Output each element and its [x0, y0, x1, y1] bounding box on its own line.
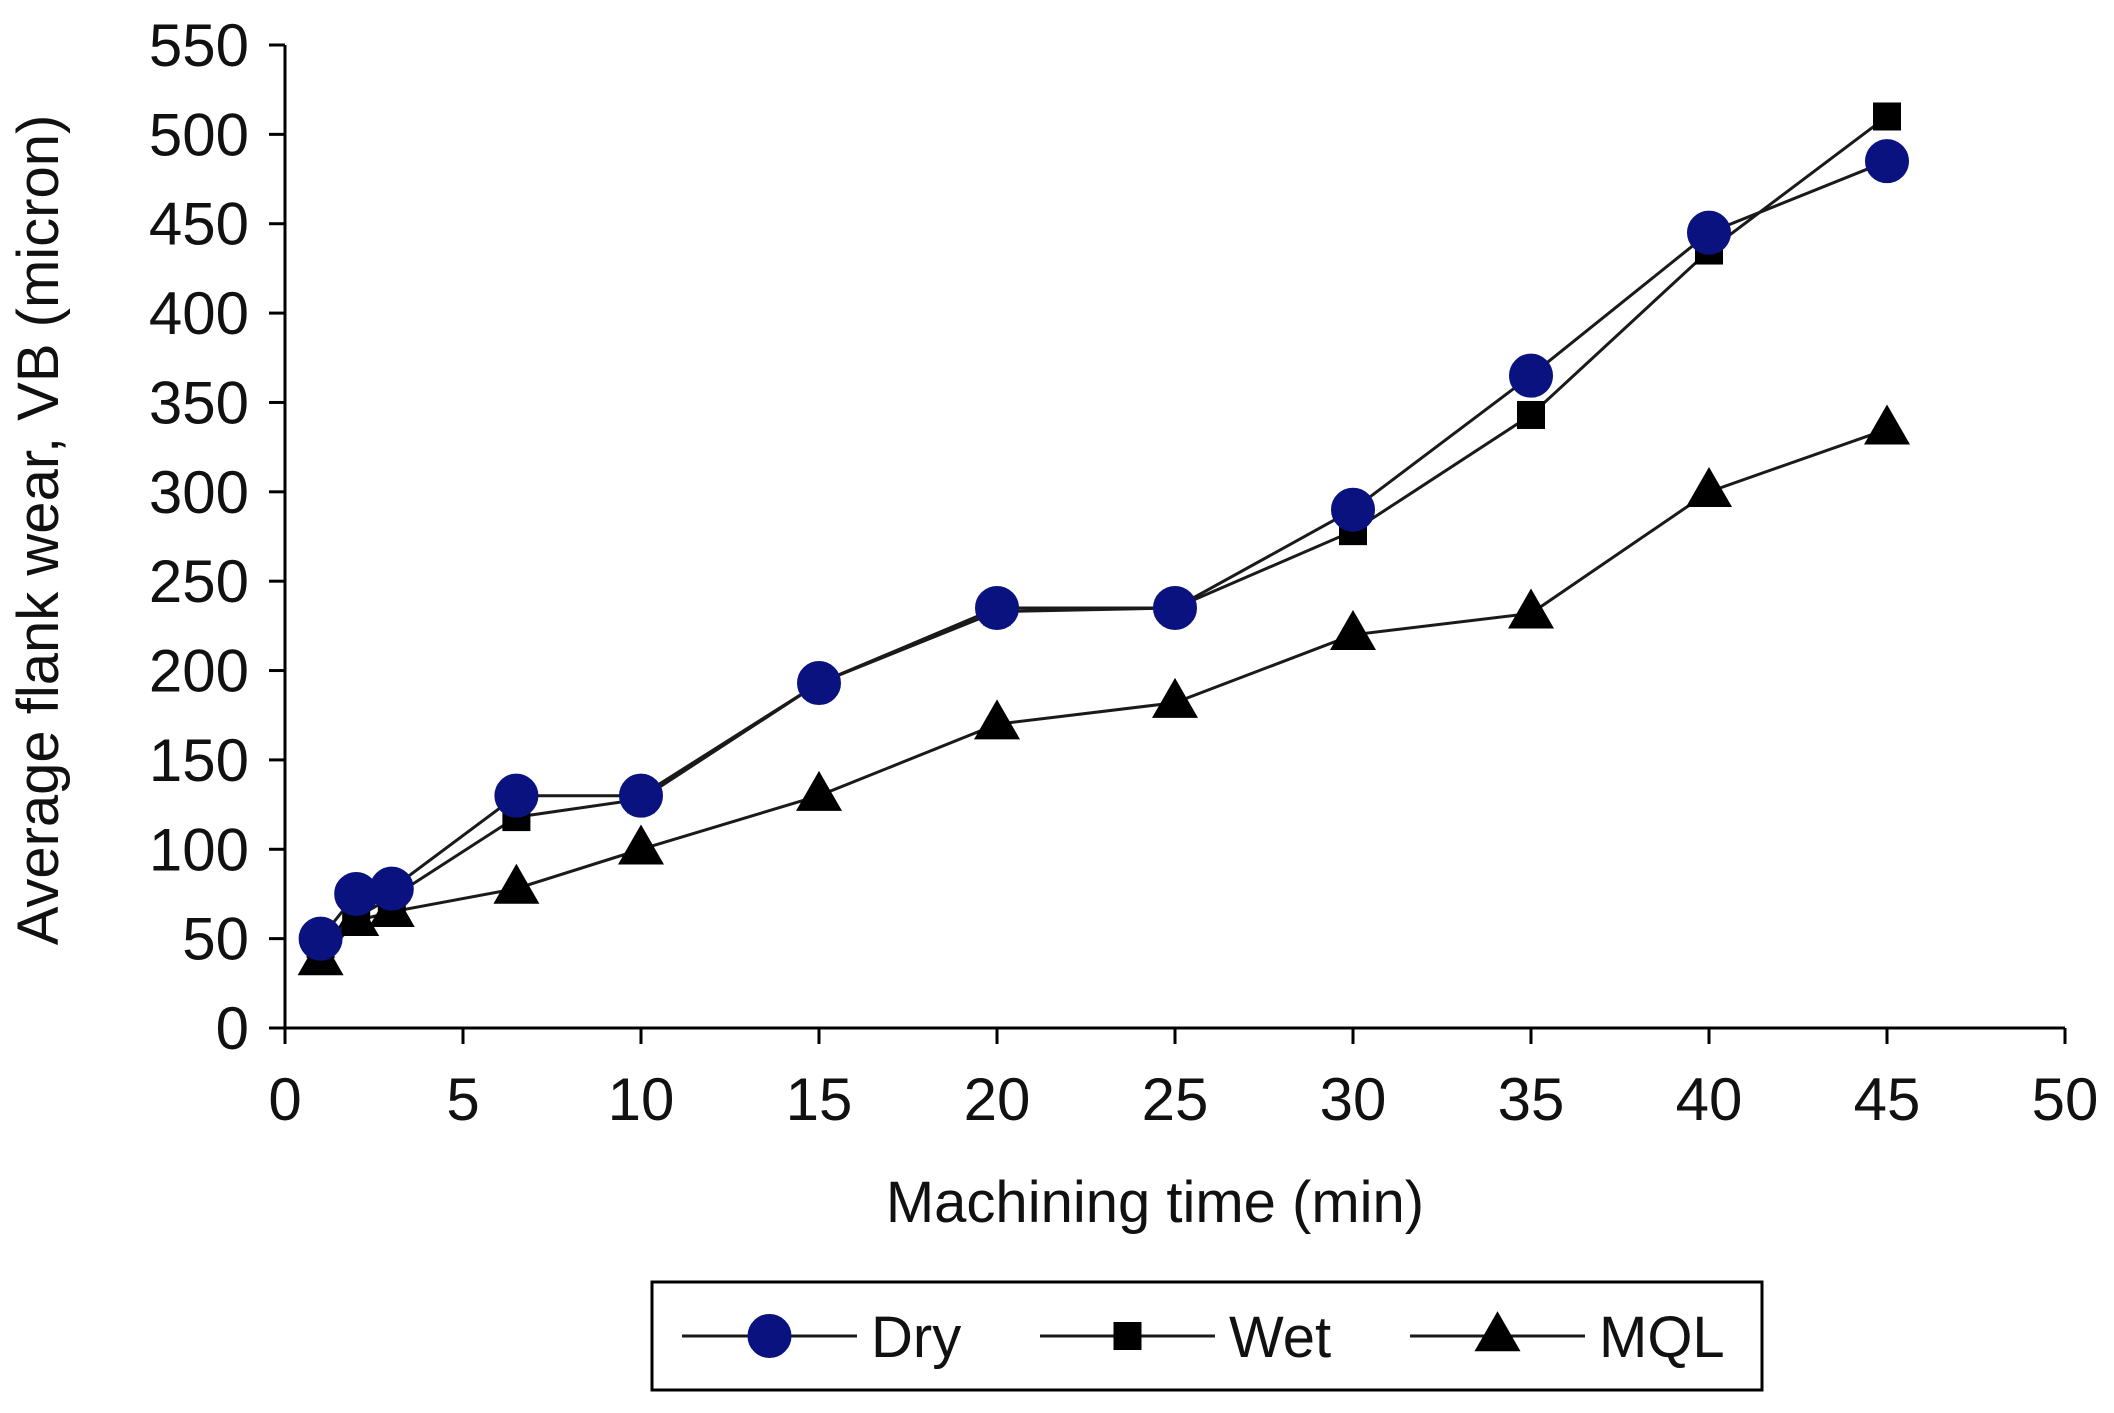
series-wet: [306, 102, 1901, 958]
series-mql-point: [796, 770, 842, 811]
series-dry-point: [975, 585, 1019, 630]
series-dry-line: [319, 159, 1888, 940]
x-tick-label: 45: [1854, 1066, 1921, 1133]
series-dry: [298, 139, 1909, 961]
series-mql-point: [974, 699, 1020, 740]
series-dry-point: [797, 661, 841, 706]
x-tick-label: 30: [1320, 1066, 1387, 1133]
series-dry-point: [1865, 139, 1909, 184]
legend-item-wet: Wet: [1040, 1305, 1331, 1370]
series-mql-line: [319, 427, 1888, 962]
x-tick-label: 40: [1676, 1066, 1743, 1133]
series-mql-point: [618, 824, 664, 865]
series-mql-point: [1686, 467, 1732, 508]
legend-label-wet: Wet: [1229, 1305, 1331, 1370]
series-mql-point: [1152, 677, 1198, 718]
y-tick-label: 350: [149, 369, 249, 436]
legend-label-mql: MQL: [1599, 1305, 1725, 1370]
series-dry-point: [1509, 353, 1553, 398]
x-tick-label: 0: [268, 1066, 301, 1133]
legend-item-dry: Dry: [682, 1305, 961, 1370]
legend-marker-dry: [747, 1314, 792, 1358]
y-tick-label: 300: [149, 459, 249, 526]
x-tick-label: 5: [446, 1066, 479, 1133]
x-tick-label: 15: [786, 1066, 853, 1133]
y-tick-label: 250: [149, 548, 249, 615]
legend-item-mql: MQL: [1410, 1305, 1725, 1370]
series-dry-point: [298, 916, 343, 961]
x-tick-label: 50: [2032, 1066, 2099, 1133]
legend: Dry Wet MQL: [650, 1280, 1764, 1392]
y-tick-label: 200: [149, 638, 249, 705]
series-dry-point: [369, 866, 414, 911]
legend-label-dry: Dry: [871, 1305, 961, 1370]
series-layer: [297, 102, 1910, 976]
y-tick-label: 150: [149, 727, 249, 794]
series-mql-point: [1864, 404, 1910, 445]
series-dry-point: [1153, 585, 1197, 630]
series-dry-point: [1687, 210, 1731, 255]
y-tick-label: 550: [149, 12, 249, 79]
legend-marker-mql: [1474, 1311, 1521, 1352]
axes: 0 5 10 15 20 25 30 35 40 45 5005010015020025030035…: [149, 12, 2098, 1133]
x-axis-title: Machining time (min): [886, 1170, 1424, 1235]
y-tick-label: 500: [149, 101, 249, 168]
series-dry-point: [1331, 487, 1375, 532]
y-tick-label: 50: [182, 906, 249, 973]
series-mql: [297, 404, 1910, 976]
y-tick-label: 100: [149, 816, 249, 883]
x-tick-label: 25: [1142, 1066, 1209, 1133]
y-axis-title: Average flank wear, VB (micron): [6, 115, 71, 946]
series-dry-point: [619, 773, 663, 818]
series-mql-point: [1508, 588, 1554, 629]
series-dry-point: [494, 773, 539, 818]
x-tick-label: 10: [608, 1066, 675, 1133]
y-tick-label: 450: [149, 191, 249, 258]
y-tick-label: 0: [216, 995, 249, 1062]
x-tick-label: 35: [1498, 1066, 1565, 1133]
x-tick-label: 20: [964, 1066, 1031, 1133]
series-mql-point: [493, 863, 540, 904]
legend-marker-wet: [1113, 1322, 1142, 1350]
series-wet-point: [1873, 102, 1901, 131]
series-mql-point: [1330, 610, 1376, 650]
y-tick-label: 400: [149, 280, 249, 347]
series-wet-point: [1517, 400, 1545, 429]
